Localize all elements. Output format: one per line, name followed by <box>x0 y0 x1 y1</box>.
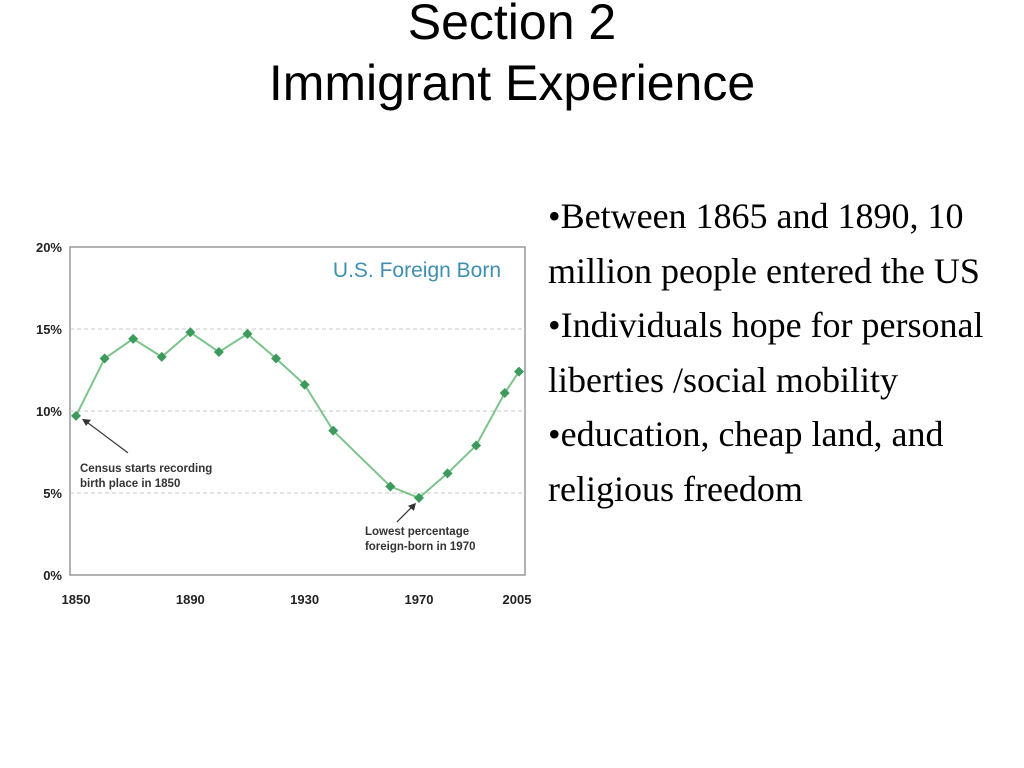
y-tick-label: 15% <box>36 322 62 337</box>
bullet-item-1: •Between 1865 and 1890, 10 million peopl… <box>548 196 980 291</box>
annotation-text: Census starts recording <box>80 463 212 475</box>
annotation-text: Lowest percentage <box>365 526 469 538</box>
data-point <box>328 425 339 436</box>
x-tick-label: 1850 <box>62 592 91 607</box>
data-point <box>385 481 396 492</box>
bullet-item-3: •education, cheap land, and religious fr… <box>548 414 944 509</box>
data-point <box>442 468 453 479</box>
y-tick-label: 20% <box>36 240 62 255</box>
bullet-list: •Between 1865 and 1890, 10 million peopl… <box>548 189 1018 516</box>
chart-title: U.S. Foreign Born <box>333 259 501 282</box>
data-point <box>156 351 167 362</box>
slide-title: Section 2 Immigrant Experience <box>0 0 1024 114</box>
data-point <box>299 379 310 390</box>
annotation-arrowhead <box>407 502 416 511</box>
y-tick-label: 5% <box>43 486 62 501</box>
y-tick-label: 10% <box>36 404 62 419</box>
data-point <box>128 333 139 344</box>
data-point <box>471 440 482 451</box>
foreign-born-chart: 0% 5% 10% 15% 20% 1850 1890 1930 1970 2005 U.S. Fo… <box>0 225 540 620</box>
data-point <box>499 387 510 398</box>
annotation-text: foreign-born in 1970 <box>365 541 476 553</box>
data-point <box>185 327 196 338</box>
x-tick-label: 1970 <box>405 592 434 607</box>
data-point <box>271 353 282 364</box>
data-point <box>99 353 110 364</box>
y-tick-label: 0% <box>43 568 62 583</box>
bullet-item-2: •Individuals hope for personal liberties… <box>548 305 984 400</box>
data-point <box>413 492 424 503</box>
x-tick-label: 2005 <box>503 592 532 607</box>
data-point <box>514 366 524 377</box>
x-tick-label: 1890 <box>176 592 205 607</box>
data-point <box>242 328 253 339</box>
annotation-arrow <box>83 419 129 454</box>
slide-title-line-2: Immigrant Experience <box>268 55 756 111</box>
data-point <box>71 410 81 421</box>
slide-title-line-1: Section 2 <box>407 0 617 50</box>
x-tick-label: 1930 <box>290 592 319 607</box>
annotation-text: birth place in 1850 <box>80 478 180 490</box>
annotation-arrowhead <box>82 418 91 426</box>
series-line <box>75 331 520 500</box>
chart-svg: 0% 5% 10% 15% 20% 1850 1890 1930 1970 2005 U.S. Fo… <box>36 240 532 607</box>
